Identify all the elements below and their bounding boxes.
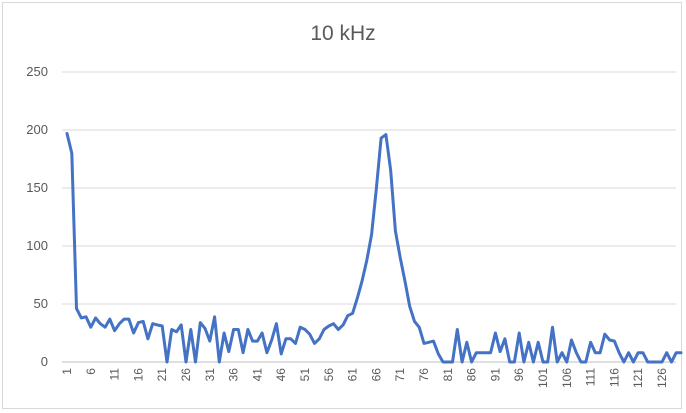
x-tick-label: 36 bbox=[227, 368, 241, 382]
x-tick-label: 51 bbox=[298, 368, 312, 382]
chart-title: 10 kHz bbox=[310, 22, 375, 45]
y-tick-label: 100 bbox=[26, 238, 48, 253]
x-tick-label: 101 bbox=[536, 368, 550, 388]
x-tick-label: 56 bbox=[322, 368, 336, 382]
x-tick-label: 86 bbox=[465, 368, 479, 382]
x-tick-label: 76 bbox=[417, 368, 431, 382]
x-tick-label: 116 bbox=[607, 368, 621, 387]
x-tick-label: 26 bbox=[179, 368, 193, 382]
y-tick-label: 150 bbox=[26, 180, 48, 195]
x-tick-label: 66 bbox=[369, 368, 383, 382]
x-tick-label: 46 bbox=[274, 368, 288, 382]
x-tick-label: 91 bbox=[488, 368, 502, 382]
x-tick-label: 41 bbox=[250, 368, 264, 382]
y-axis-ticks: 0 50 100 150 200 250 bbox=[26, 64, 48, 369]
x-tick-label: 81 bbox=[441, 368, 455, 382]
x-tick-label: 126 bbox=[655, 368, 669, 388]
y-tick-label: 50 bbox=[34, 296, 48, 311]
x-tick-label: 96 bbox=[512, 368, 526, 382]
y-tick-label: 200 bbox=[26, 122, 48, 137]
x-tick-label: 16 bbox=[131, 368, 145, 382]
series-group bbox=[65, 132, 683, 364]
x-tick-label: 21 bbox=[155, 368, 169, 382]
chart-frame bbox=[2, 2, 682, 409]
x-tick-label: 111 bbox=[584, 368, 598, 387]
x-tick-label: 121 bbox=[631, 368, 645, 388]
series-line-0 bbox=[65, 132, 683, 364]
y-tick-label: 250 bbox=[26, 64, 48, 79]
x-tick-label: 11 bbox=[108, 368, 122, 381]
x-tick-label: 106 bbox=[560, 368, 574, 388]
x-tick-label: 31 bbox=[203, 368, 217, 382]
x-tick-label: 71 bbox=[393, 368, 407, 382]
y-tick-label: 0 bbox=[41, 354, 48, 369]
gridlines bbox=[62, 71, 676, 305]
x-tick-label: 6 bbox=[84, 368, 98, 375]
x-tick-label: 61 bbox=[346, 368, 360, 382]
x-axis-ticks: 1 6 11 16 21 26 31 36 41 46 51 56 61 66 71 76 81 86 91 96 10… bbox=[60, 368, 669, 388]
x-tick-label: 1 bbox=[60, 368, 74, 375]
